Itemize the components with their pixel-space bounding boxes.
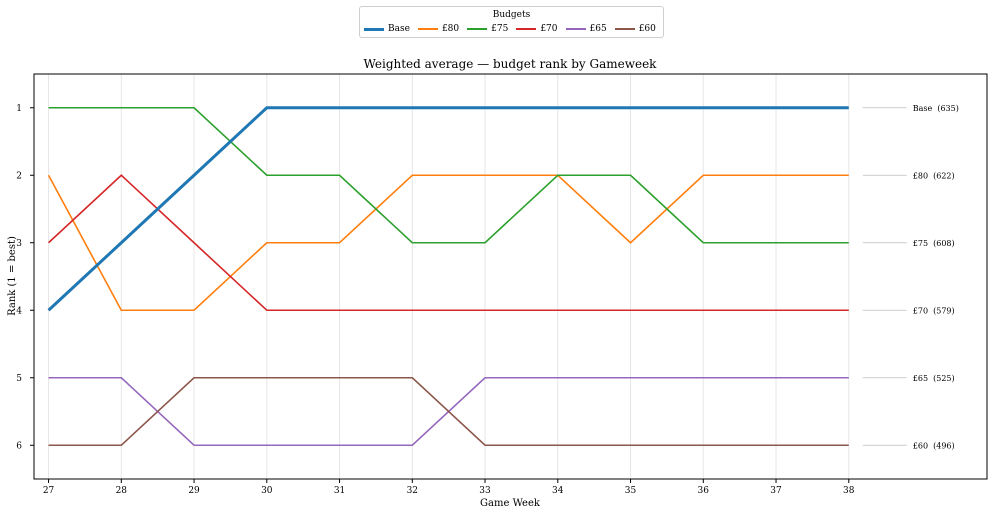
x-axis-label: Game Week: [480, 498, 541, 509]
y-axis-ticks: 1 2 3 4 5 6: [16, 104, 34, 451]
plot-area: [34, 74, 987, 479]
x-tick-label: 37: [770, 486, 782, 496]
y-tick-label: 2: [16, 171, 22, 181]
legend-item: £80: [417, 24, 460, 34]
grid-lines: [48, 74, 850, 479]
end-label: £70 (579): [913, 306, 955, 315]
series-layer: [47, 106, 849, 447]
series-line-£80: [47, 174, 849, 312]
legend-swatch: [614, 28, 635, 30]
x-tick-label: 32: [407, 486, 418, 496]
series-line-£60: [48, 376, 849, 447]
plot-frame: [33, 73, 988, 480]
series-line-Base: [47, 106, 849, 312]
x-axis-ticks: 27 28 29 30 31 32 33 34 35 36 37 38: [43, 479, 855, 496]
legend-swatch: [467, 28, 488, 30]
y-tick-label: 1: [16, 104, 22, 114]
legend-swatch: [364, 27, 384, 31]
series-line-£70: [48, 174, 849, 312]
legend-item: Base: [364, 24, 410, 34]
x-tick-label: 33: [479, 486, 491, 496]
end-label: Base (635): [913, 104, 959, 113]
end-labels: Base (635) £80 (622) £75 (608) £70 (579) £65…: [862, 104, 959, 450]
y-tick-label: 5: [16, 374, 22, 384]
y-tick-label: 3: [16, 239, 22, 249]
x-tick-label: 31: [334, 486, 345, 496]
legend-title: Budgets: [492, 10, 531, 20]
legend-item: £75: [467, 24, 508, 34]
series-line-£75: [48, 106, 849, 244]
legend-label: £60: [638, 24, 656, 34]
legend-items: Base £80 £75 £70 £65 £60: [364, 24, 664, 34]
x-tick-label: 29: [188, 486, 200, 496]
end-label: £60 (496): [913, 441, 955, 450]
end-label: £80 (622): [913, 171, 955, 180]
legend-label: £75: [491, 24, 509, 34]
legend-swatch: [417, 28, 438, 30]
end-label: £75 (608): [913, 239, 955, 248]
legend-item: £70: [516, 24, 558, 34]
y-tick-label: 6: [16, 441, 22, 451]
x-tick-label: 38: [843, 486, 855, 496]
legend-label: £65: [589, 24, 607, 34]
legend-label: £70: [540, 24, 558, 34]
x-tick-label: 27: [43, 486, 55, 496]
legend-item: £60: [614, 24, 656, 34]
x-tick-label: 34: [552, 486, 564, 496]
y-axis-label: Rank (1 = best): [7, 236, 18, 316]
legend-label: £80: [441, 24, 460, 34]
x-tick-label: 36: [698, 486, 710, 496]
legend-label: Base: [388, 24, 410, 34]
legend-swatch: [565, 28, 586, 30]
x-tick-label: 28: [116, 486, 128, 496]
end-label: £65 (525): [913, 374, 955, 383]
legend: Budgets Base £80 £75 £70 £65 £60: [359, 6, 664, 38]
legend-swatch: [516, 28, 537, 30]
legend-item: £65: [565, 24, 607, 34]
y-tick-label: 4: [16, 306, 22, 316]
chart-title: Weighted average — budget rank by Gamewe…: [364, 57, 658, 71]
x-tick-label: 30: [261, 486, 273, 496]
x-tick-label: 35: [625, 486, 637, 496]
